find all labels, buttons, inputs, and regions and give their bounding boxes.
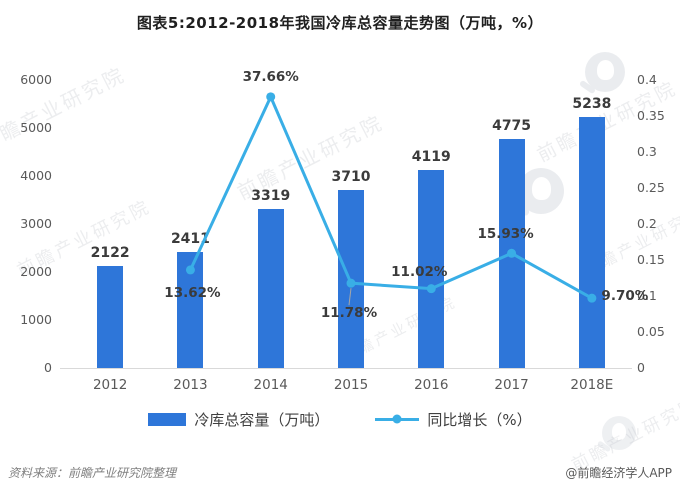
x-axis-label: 2012 bbox=[92, 377, 128, 393]
line-value-label: 11.78% bbox=[320, 305, 378, 322]
x-axis-label: 2017 bbox=[494, 377, 529, 393]
bar-value-label: 3319 bbox=[251, 187, 291, 204]
y-axis-left-tick: 2000 bbox=[20, 264, 52, 279]
x-axis-line bbox=[60, 368, 632, 369]
y-axis-left-tick: 1000 bbox=[20, 312, 52, 327]
growth-line bbox=[185, 92, 597, 306]
bar-value-label: 3710 bbox=[331, 168, 371, 185]
line-marker-icon bbox=[392, 414, 402, 424]
line-swatch-icon bbox=[375, 414, 420, 424]
brand-credit: @前瞻经济学人APP bbox=[565, 466, 672, 480]
x-axis-label: 2018E bbox=[570, 377, 614, 393]
y-axis-right-tick: 0.05 bbox=[637, 324, 665, 339]
x-axis-label: 2016 bbox=[414, 377, 449, 393]
y-axis-left-tick: 5000 bbox=[20, 120, 52, 135]
y-axis-right-tick: 0 bbox=[637, 360, 645, 375]
y-axis-right-tick: 0.3 bbox=[637, 144, 657, 159]
y-axis-right-tick: 0.35 bbox=[637, 108, 665, 123]
line-value-label: 9.70% bbox=[601, 288, 649, 305]
legend-line-label: 同比增长（%） bbox=[427, 410, 532, 429]
bar-value-label: 5238 bbox=[572, 95, 612, 112]
line-value-label: 13.62% bbox=[164, 284, 221, 301]
x-axis-label: 2013 bbox=[173, 377, 208, 393]
legend-item-line: 同比增长（%） bbox=[375, 409, 532, 430]
y-axis-left-tick: 6000 bbox=[20, 72, 52, 87]
bar-2018E bbox=[578, 116, 605, 368]
y-axis-left-tick: 4000 bbox=[20, 168, 52, 183]
y-axis-right-tick: 0.2 bbox=[637, 216, 657, 231]
bar-2016 bbox=[418, 170, 445, 368]
chart-title: 图表5:2012-2018年我国冷库总容量走势图（万吨，%） bbox=[136, 14, 544, 32]
source-note: 资料来源：前瞻产业研究院整理 bbox=[8, 466, 177, 480]
bar-swatch-icon bbox=[148, 412, 187, 426]
line-value-label: 37.66% bbox=[242, 68, 299, 85]
y-axis-right-tick: 0.15 bbox=[637, 252, 665, 267]
x-axis-label: 2014 bbox=[253, 377, 288, 393]
line-value-label: 15.93% bbox=[477, 226, 534, 243]
legend: 冷库总容量（万吨） 同比增长（%） bbox=[0, 406, 680, 432]
bar-value-label: 2411 bbox=[170, 231, 210, 248]
bar-2014 bbox=[257, 208, 284, 368]
y-axis-right-tick: 0.1 bbox=[637, 288, 657, 303]
x-axis-label: 2015 bbox=[333, 377, 369, 393]
line-value-label: 11.02% bbox=[391, 263, 448, 280]
bar-value-label: 4119 bbox=[411, 149, 451, 166]
legend-bar-label: 冷库总容量（万吨） bbox=[194, 410, 330, 429]
y-axis-left-tick: 0 bbox=[44, 360, 52, 375]
footer: 资料来源：前瞻产业研究院整理 @前瞻经济学人APP bbox=[8, 464, 672, 481]
bar-value-label: 2122 bbox=[90, 245, 130, 262]
y-axis-left-tick: 3000 bbox=[20, 216, 52, 231]
y-axis-right-tick: 0.4 bbox=[637, 72, 657, 87]
bar-2012 bbox=[97, 266, 124, 368]
bar-value-label: 4775 bbox=[492, 117, 532, 134]
y-axis-right-tick: 0.25 bbox=[637, 180, 665, 195]
legend-item-bar: 冷库总容量（万吨） bbox=[148, 409, 329, 430]
